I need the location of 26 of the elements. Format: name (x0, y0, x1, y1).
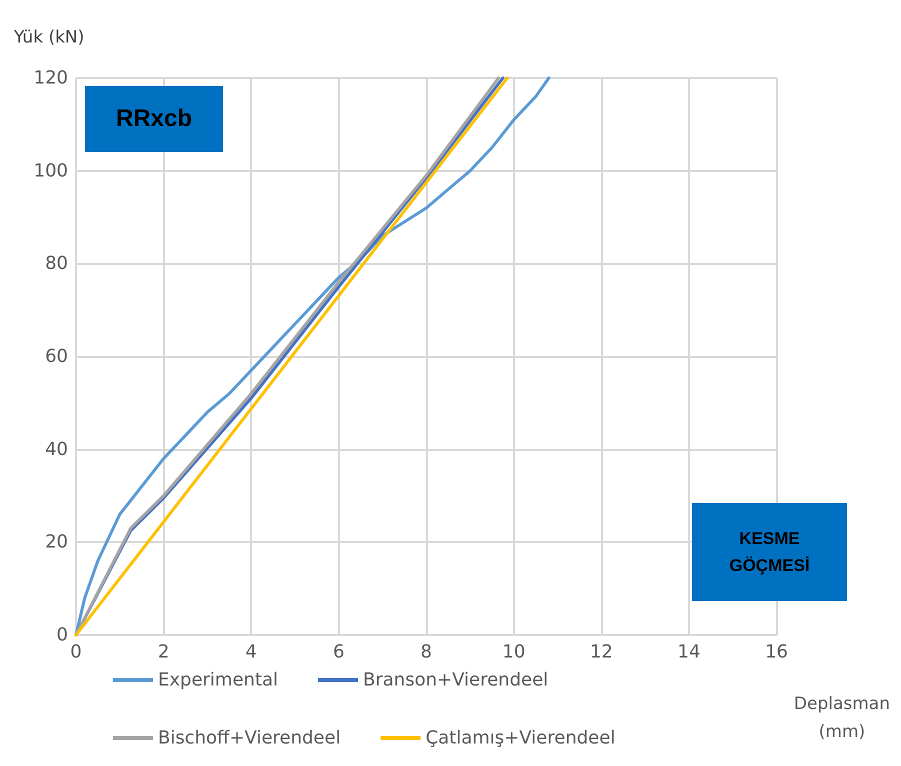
annotation: RRxcb (116, 104, 192, 134)
y-axis-title: Yük (kN) (13, 28, 84, 48)
y-tick-label: 0 (56, 624, 68, 646)
x-tick-label: 8 (420, 642, 432, 662)
legend-label: Bischoff+Vierendeel (158, 728, 341, 748)
text-box: KESME GÖÇMESİ (692, 503, 847, 601)
x-tick-label: 6 (332, 642, 344, 662)
y-tick-label: 20 (45, 532, 68, 553)
y-tick-label: 80 (45, 253, 68, 274)
legend-label: Çatlamış+Vierendeel (426, 728, 616, 748)
y-tick-label: 120 (34, 68, 68, 88)
y-tick-label: 60 (45, 346, 68, 367)
annotation: KESME GÖÇMESİ (729, 528, 810, 577)
x-tick-label: 2 (158, 642, 170, 662)
x-tick-label: 10 (502, 642, 526, 662)
y-tick-label: 100 (34, 160, 68, 182)
y-tick-label: 40 (45, 438, 68, 460)
legend-label: Branson+Vierendeel (363, 670, 548, 690)
x-tick-label: 0 (70, 642, 82, 662)
x-axis-title: Deplasman (mm) (794, 694, 890, 742)
x-tick-label: 14 (678, 642, 700, 662)
text-box: RRxcb (85, 86, 223, 152)
x-tick-label: 16 (765, 642, 788, 662)
legend-label: Experimental (158, 670, 278, 690)
x-tick-label: 4 (245, 642, 257, 662)
x-tick-label: 12 (590, 642, 613, 662)
